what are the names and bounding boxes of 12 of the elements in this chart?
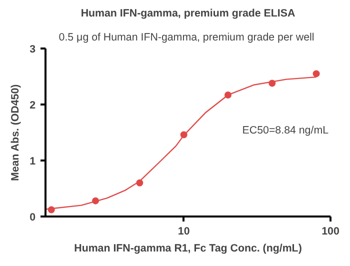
y-axis-title: Mean Abs. (OD450) bbox=[10, 84, 22, 182]
annotation: EC50=8.84 ng/mL bbox=[242, 124, 329, 136]
chart-title: Human IFN-gamma, premium grade ELISA bbox=[80, 8, 296, 20]
x-tick-label: 100 bbox=[322, 226, 340, 238]
point bbox=[312, 70, 320, 78]
y-tick-label: 1 bbox=[30, 156, 36, 168]
y-tick-label: 2 bbox=[30, 100, 36, 112]
y-tick-label: 0 bbox=[30, 212, 36, 224]
x-axis-title: Human IFN-gamma R1, Fc Tag Conc. (ng/mL) bbox=[74, 242, 302, 254]
y-tick-label: 3 bbox=[30, 44, 36, 56]
chart-subtitle: 0.5 μg of Human IFN-gamma, premium grade per well bbox=[58, 32, 314, 44]
x-tick-label: 10 bbox=[178, 226, 190, 238]
